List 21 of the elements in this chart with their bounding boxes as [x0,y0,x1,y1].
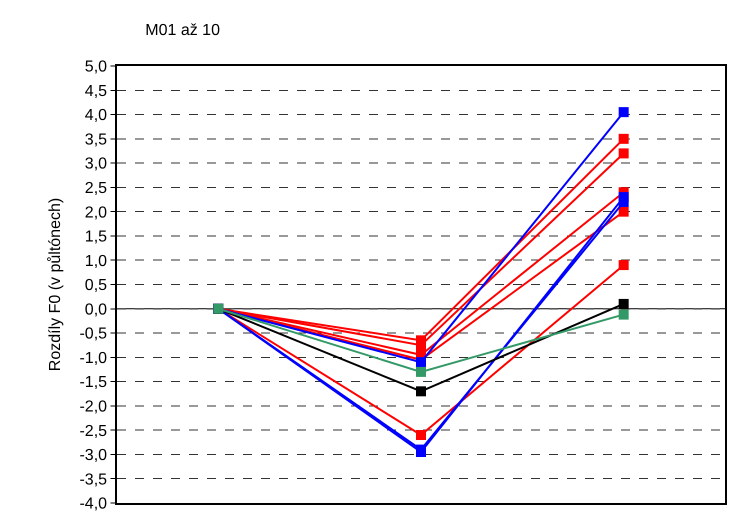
y-tick-label: 2,5 [84,180,108,197]
y-axis-title: Rozdíly F0 (v půltónech) [46,198,64,372]
y-tick-label: -1,5 [79,374,108,392]
y-tick-label: -3,5 [79,471,108,488]
y-tick-label: -1,0 [79,350,108,367]
y-tick-label: -0,5 [79,326,108,343]
y-tick-label: 0,0 [84,301,108,318]
y-tick-label: -3,0 [79,447,108,464]
y-tick-label: -2,0 [79,398,108,416]
y-tick-label: -2,5 [79,422,108,440]
y-tick-label: 2,0 [84,204,108,222]
chart-title: M01 až 10 [145,22,220,39]
y-tick-label: 1,0 [84,252,108,270]
y-tick-label: 4,5 [84,82,108,100]
y-tick-label: 3,5 [84,131,108,148]
y-tick-label: 0,5 [84,277,108,294]
y-tick-label: 5,0 [84,58,108,76]
y-tick-label: 1,5 [84,228,108,246]
y-tick-label: 3,0 [84,156,108,173]
y-tick-label: -4,0 [79,496,108,513]
y-tick-label: 4,0 [84,107,108,124]
